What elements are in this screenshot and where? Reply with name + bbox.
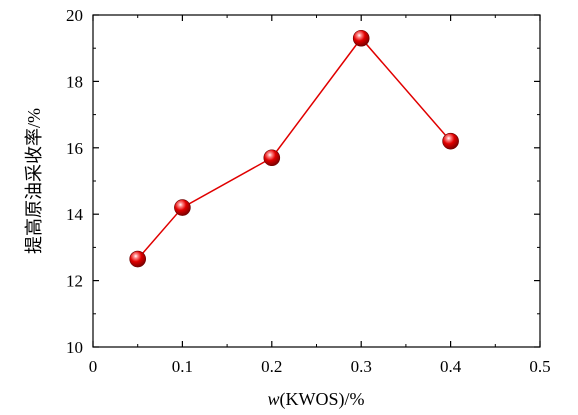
- y-axis-label: 提高原油采收率/%: [24, 108, 44, 254]
- y-tick-label: 14: [66, 205, 84, 224]
- x-tick-label: 0.5: [529, 357, 550, 376]
- data-point: [352, 29, 370, 47]
- data-point: [263, 149, 281, 167]
- series-line: [137, 37, 452, 260]
- x-tick-label: 0.3: [351, 357, 372, 376]
- x-axis-label: w(KWOS)/%: [268, 389, 365, 410]
- y-tick-label: 12: [66, 272, 83, 291]
- x-tick-label: 0: [89, 357, 98, 376]
- data-point: [174, 199, 191, 216]
- y-tick-label: 16: [66, 139, 83, 158]
- x-axis-label-rest: (KWOS)/%: [280, 389, 365, 410]
- x-axis-label-italic: w: [268, 389, 280, 409]
- plot-frame: [92, 14, 541, 348]
- axis-ticks: [92, 14, 541, 348]
- y-tick-label: 20: [66, 6, 83, 25]
- data-point: [442, 132, 459, 150]
- data-point: [129, 250, 146, 268]
- y-tick-label: 18: [66, 72, 83, 91]
- x-tick-label: 0.2: [261, 357, 282, 376]
- x-tick-label: 0.4: [440, 357, 462, 376]
- y-tick-label: 10: [66, 338, 83, 357]
- tick-labels: 0 0.1 0.2 0.3 0.4 0.5 10 12 14 16 18 20: [66, 6, 551, 376]
- x-tick-label: 0.1: [172, 357, 193, 376]
- data-points: [129, 29, 459, 268]
